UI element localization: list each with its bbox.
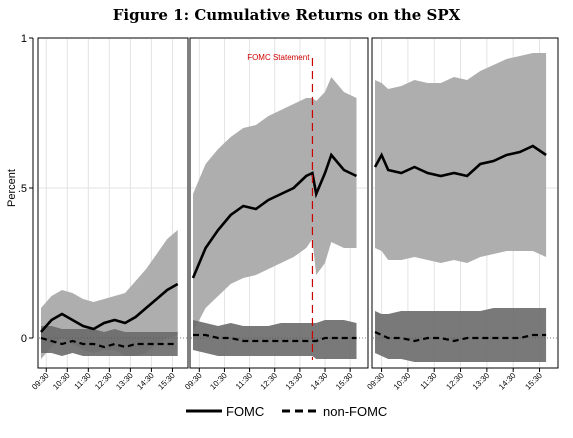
y-tick-label: 1 (21, 33, 27, 45)
legend-fomc-label: FOMC (226, 404, 264, 419)
fomc-confidence-band (375, 53, 547, 263)
fomc-confidence-band (41, 230, 178, 359)
non-fomc-confidence-band (193, 320, 357, 359)
x-tick-label: 15:30 (523, 371, 544, 392)
non-fomc-line (374, 330, 547, 343)
non-fomc-line (193, 333, 357, 343)
legend-non-fomc-label: non-FOMC (323, 404, 387, 419)
panel-3: 09:30 10:30 11:30 12:30 13:30 14:30 15:30 (365, 37, 559, 392)
y-tick-label: .5 (18, 183, 27, 195)
fomc-confidence-band (193, 77, 357, 332)
x-tick-label: 09:30 (183, 371, 204, 392)
panel-frame (189, 37, 369, 369)
x-tick-label: 09:30 (365, 371, 386, 392)
x-tick-label: 15:30 (334, 371, 355, 392)
figure-title: Figure 1: Cumulative Returns on the SPX (112, 6, 461, 24)
x-tick-label: 15:30 (156, 371, 177, 392)
non-fomc-line (40, 336, 178, 349)
fomc-line (373, 144, 547, 178)
panel-frame (37, 37, 189, 369)
non-fomc-confidence-band (375, 308, 547, 362)
panel-frame (371, 37, 559, 369)
x-tick-label: 11:30 (234, 371, 254, 391)
x-tick-label: 13:30 (471, 371, 492, 392)
x-tick-label: 13:30 (114, 371, 135, 392)
x-tick-label: 10:30 (392, 371, 413, 392)
x-tick-label: 10:30 (208, 371, 229, 392)
x-tick-label: 14:30 (497, 371, 518, 392)
x-tick-label: 12:30 (259, 371, 280, 392)
non-fomc-confidence-band (41, 326, 178, 356)
fomc-line (191, 152, 358, 279)
panel-1: 09:30 10:30 11:30 12:30 13:30 14:30 15:30 (30, 37, 189, 392)
x-tick-label: 12:30 (93, 371, 114, 392)
x-tick-label: 09:30 (30, 371, 51, 392)
legend: FOMC non-FOMC (186, 404, 387, 419)
y-tick-label: 0 (21, 333, 27, 345)
x-tick-label: 11:30 (73, 371, 93, 391)
x-tick-label: 11:30 (419, 371, 439, 391)
y-axis-label: Percent (6, 169, 18, 207)
fomc-line (40, 282, 179, 333)
fomc-statement-label: FOMC Statement (247, 53, 310, 62)
x-tick-label: 10:30 (51, 371, 72, 392)
x-tick-label: 13:30 (284, 371, 305, 392)
x-tick-label: 12:30 (444, 371, 465, 392)
x-tick-label: 14:30 (135, 371, 156, 392)
x-tick-label: 14:30 (309, 371, 330, 392)
